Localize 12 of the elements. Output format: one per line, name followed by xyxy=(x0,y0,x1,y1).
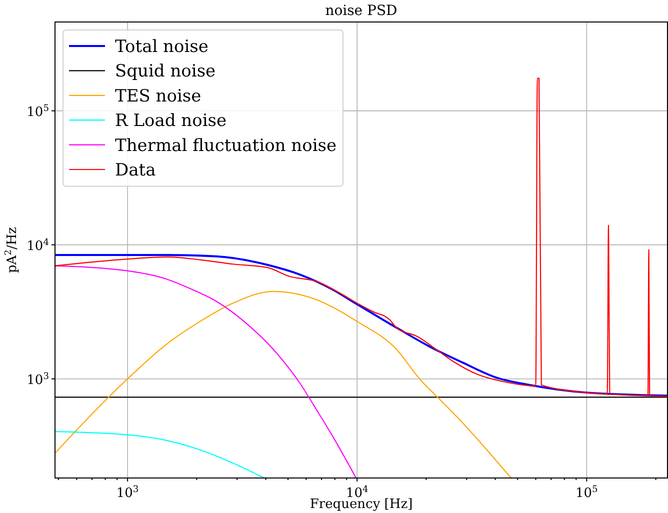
legend-label: Total noise xyxy=(115,37,208,57)
x-tick-label: 10$^{5}$ xyxy=(575,485,598,501)
y-tick-label: 10$^{3}$ xyxy=(26,372,50,388)
legend-label: Data xyxy=(115,160,156,180)
legend-label: Squid noise xyxy=(115,62,216,82)
legend-label: R Load noise xyxy=(115,111,227,132)
legend-label: Thermal fluctuation noise xyxy=(115,136,337,156)
x-tick-label: 10$^{3}$ xyxy=(116,485,139,501)
chart-title: noise PSD xyxy=(325,3,398,19)
y-tick-label: 10$^{5}$ xyxy=(26,104,50,120)
legend-label: TES noise xyxy=(115,86,202,106)
y-tick-label: 10$^{4}$ xyxy=(26,238,50,254)
